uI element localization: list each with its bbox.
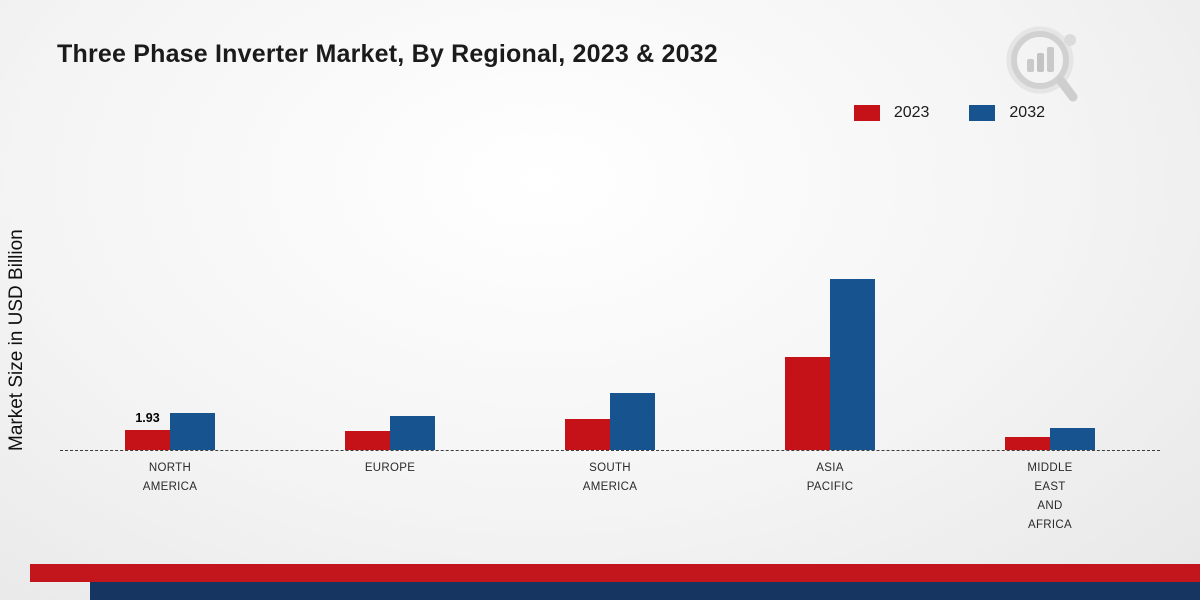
footer-stripe-blue (90, 582, 1200, 600)
bar-2032 (390, 416, 435, 450)
x-tick-label: SOUTH AMERICA (582, 462, 638, 493)
chart-title: Three Phase Inverter Market, By Regional… (57, 40, 718, 68)
x-tick-label: ASIA PACIFIC (806, 462, 854, 493)
bar-group (940, 428, 1160, 450)
bar-2023: 1.93 (125, 411, 170, 450)
bar-value-label: 1.93 (135, 411, 160, 425)
bar-2032 (1050, 428, 1095, 450)
bar-2032 (170, 413, 215, 450)
bar-group: 1.93 (60, 411, 280, 450)
bar-group (720, 279, 940, 450)
bar-group (280, 416, 500, 450)
legend: 2023 2032 (853, 104, 1045, 122)
magnifier-bar-chart-icon (1006, 26, 1078, 102)
bar-groups: 1.93 (60, 140, 1160, 450)
bar-2032 (610, 393, 655, 450)
bar-2032 (830, 279, 875, 450)
x-tick-label: EUROPE (364, 462, 416, 474)
legend-label-2023: 2023 (893, 104, 930, 121)
legend-swatch-2023 (853, 105, 880, 121)
zero-baseline (60, 450, 1160, 451)
footer-stripe-red (30, 564, 1200, 582)
legend-swatch-2032 (969, 105, 996, 121)
bar-group (500, 393, 720, 450)
bar-2023 (1005, 437, 1050, 450)
y-axis-label: Market Size in USD Billion (6, 229, 27, 451)
bar-2023 (565, 419, 610, 450)
plot-area: 1.93 (60, 140, 1160, 451)
x-tick-label: MIDDLE EAST AND AFRICA (1027, 462, 1073, 531)
x-axis-tick-labels: NORTH AMERICA EUROPE SOUTH AMERICA ASIA PAC… (60, 459, 1160, 535)
bar-2023 (345, 431, 390, 450)
bar-2023 (785, 357, 830, 450)
x-tick-label: NORTH AMERICA (142, 462, 198, 493)
legend-label-2032: 2032 (1009, 104, 1045, 121)
